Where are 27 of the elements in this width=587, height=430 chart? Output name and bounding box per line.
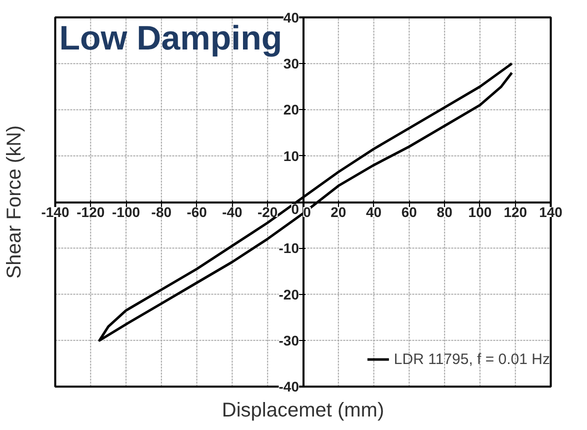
y-tick-label: 10 xyxy=(283,148,300,164)
y-tick-label: -20 xyxy=(278,286,300,302)
x-tick-label: -120 xyxy=(76,204,105,220)
x-tick-label: 120 xyxy=(504,204,528,220)
x-tick-label: -20 xyxy=(257,204,278,220)
x-tick-label: 40 xyxy=(366,204,382,220)
x-tick-label: 20 xyxy=(330,204,346,220)
x-tick-label: 60 xyxy=(401,204,418,220)
x-tick-label: -80 xyxy=(151,204,172,220)
x-tick-label: -140 xyxy=(41,204,70,220)
x-tick-label: -40 xyxy=(222,204,243,220)
y-tick-label: 20 xyxy=(283,102,300,118)
x-tick-label: 140 xyxy=(539,204,563,220)
y-tick-label: -30 xyxy=(278,332,300,348)
y-tick-label: 30 xyxy=(283,56,300,72)
x-tick-label: -60 xyxy=(186,204,208,220)
x-tick-label: 80 xyxy=(436,204,453,220)
x-tick-label: -100 xyxy=(112,204,140,220)
x-tick-label: 0 xyxy=(303,204,312,220)
chart-title: Low Damping xyxy=(59,19,282,58)
y-axis-title: Shear Force (kN) xyxy=(4,125,26,279)
x-tick-label: 100 xyxy=(468,204,492,220)
y-tick-label: -40 xyxy=(278,378,300,395)
x-axis-title: Displacemet (mm) xyxy=(222,400,384,422)
y-tick-label: -10 xyxy=(278,240,300,256)
y-tick-label: 40 xyxy=(283,9,300,26)
legend-label: LDR 11795, f = 0.01 Hz xyxy=(394,350,550,368)
